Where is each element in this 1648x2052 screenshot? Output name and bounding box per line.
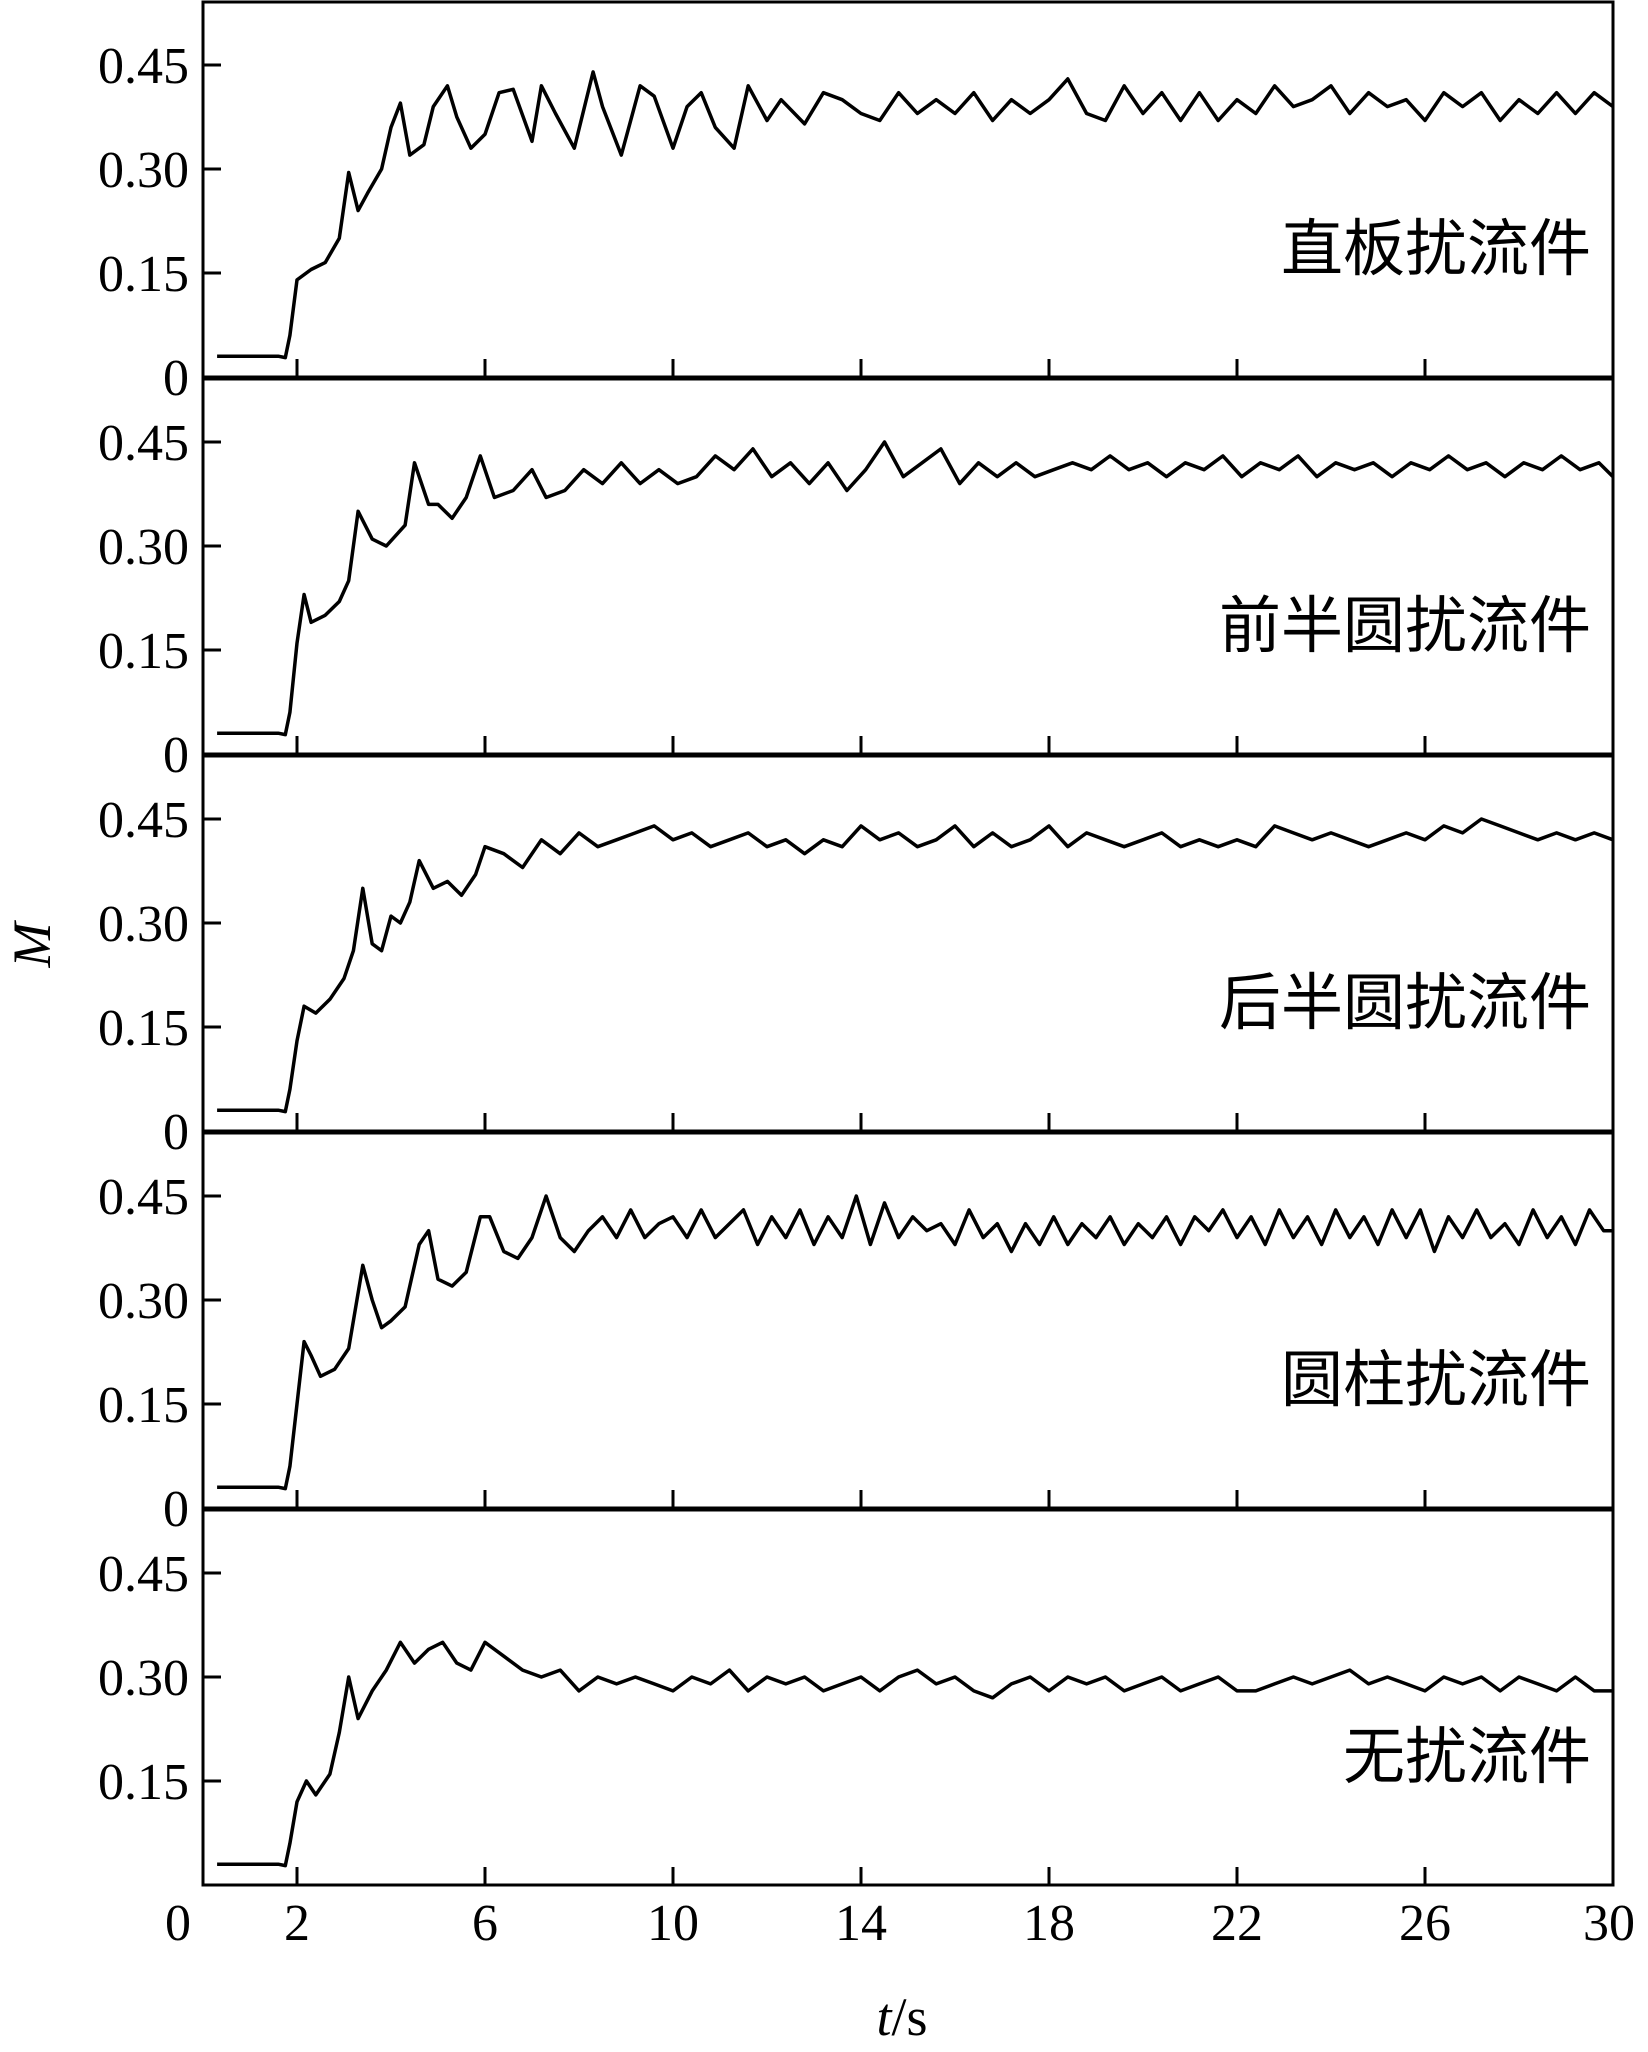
x-tick-label-5: 22 [1211, 1895, 1263, 1952]
series-line-p3 [217, 817, 1614, 1114]
y-tick-label-p2-0: 0 [163, 727, 189, 784]
panel-frame-3 [201, 754, 1615, 1133]
x-axis-title-unit: /s [891, 1987, 927, 2047]
series-line-p1 [217, 70, 1615, 360]
y-tick-label-p1-1: 0.15 [98, 246, 189, 303]
x-tick-label-4: 18 [1023, 1895, 1075, 1952]
series-line-p2 [217, 440, 1615, 737]
y-tick-label-p3-3: 0.45 [98, 792, 189, 849]
x-tick-label-3: 14 [835, 1895, 887, 1952]
y-tick-label-p3-2: 0.30 [98, 896, 189, 953]
y-tick-label-p5-2: 0.30 [98, 1650, 189, 1707]
y-tick-label-p2-3: 0.45 [98, 415, 189, 472]
x-axis-title: t/s [876, 1987, 927, 2047]
x-tick-label-0: 2 [284, 1895, 310, 1952]
x-tick-label-7: 30 [1583, 1895, 1635, 1952]
y-tick-label-p2-1: 0.15 [98, 623, 189, 680]
panel-label-1: 直板扰流件 [1281, 216, 1591, 284]
y-tick-label-p5-3: 0.45 [98, 1546, 189, 1603]
y-tick-label-p1-3: 0.45 [98, 38, 189, 95]
panel-label-4: 圆柱扰流件 [1281, 1347, 1591, 1415]
y-tick-label-p2-2: 0.30 [98, 519, 189, 576]
x-tick-label-2: 10 [647, 1895, 699, 1952]
y-tick-label-p3-0: 0 [163, 1104, 189, 1161]
y-tick-label-p4-3: 0.45 [98, 1169, 189, 1226]
y-tick-label-p4-1: 0.15 [98, 1377, 189, 1434]
series-line-p4 [217, 1194, 1613, 1491]
panel-label-3: 后半圆扰流件 [1219, 970, 1591, 1038]
x-origin-label: 0 [165, 1895, 191, 1952]
y-tick-label-p5-1: 0.15 [98, 1754, 189, 1811]
y-tick-label-p1-2: 0.30 [98, 142, 189, 199]
panel-label-5: 无扰流件 [1343, 1724, 1591, 1792]
series-line-p5 [217, 1640, 1613, 1868]
y-tick-label-p3-1: 0.15 [98, 1000, 189, 1057]
y-tick-label-p4-0: 0 [163, 1481, 189, 1538]
x-tick-label-1: 6 [472, 1895, 498, 1952]
panel-label-2: 前半圆扰流件 [1219, 593, 1591, 661]
panel-frame-2 [201, 377, 1615, 756]
x-tick-label-6: 26 [1399, 1895, 1451, 1952]
x-axis-title-variable: t [876, 1987, 893, 2047]
panel-frame-1 [201, 0, 1615, 379]
y-axis-title: M [2, 919, 62, 968]
panel-frame-4 [201, 1131, 1615, 1510]
y-tick-label-p1-0: 0 [163, 350, 189, 407]
y-tick-label-p4-2: 0.30 [98, 1273, 189, 1330]
panel-frame-5 [201, 1508, 1615, 1887]
